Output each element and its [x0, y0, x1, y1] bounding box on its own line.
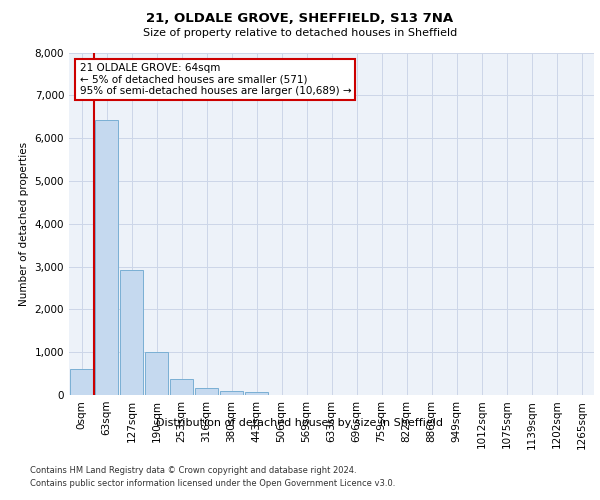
Bar: [245, 392, 268, 395]
Bar: [120, 270, 143, 395]
Text: 21 OLDALE GROVE: 64sqm
← 5% of detached houses are smaller (571)
95% of semi-det: 21 OLDALE GROVE: 64sqm ← 5% of detached …: [79, 63, 351, 96]
Text: 21, OLDALE GROVE, SHEFFIELD, S13 7NA: 21, OLDALE GROVE, SHEFFIELD, S13 7NA: [146, 12, 454, 26]
Text: Contains HM Land Registry data © Crown copyright and database right 2024.: Contains HM Land Registry data © Crown c…: [30, 466, 356, 475]
Bar: [220, 390, 243, 395]
Bar: [70, 370, 93, 395]
Bar: [95, 120, 118, 395]
Text: Contains public sector information licensed under the Open Government Licence v3: Contains public sector information licen…: [30, 479, 395, 488]
Bar: [170, 378, 193, 395]
Text: Distribution of detached houses by size in Sheffield: Distribution of detached houses by size …: [157, 418, 443, 428]
Bar: [145, 352, 168, 395]
Y-axis label: Number of detached properties: Number of detached properties: [19, 142, 29, 306]
Bar: [195, 388, 218, 395]
Text: Size of property relative to detached houses in Sheffield: Size of property relative to detached ho…: [143, 28, 457, 38]
